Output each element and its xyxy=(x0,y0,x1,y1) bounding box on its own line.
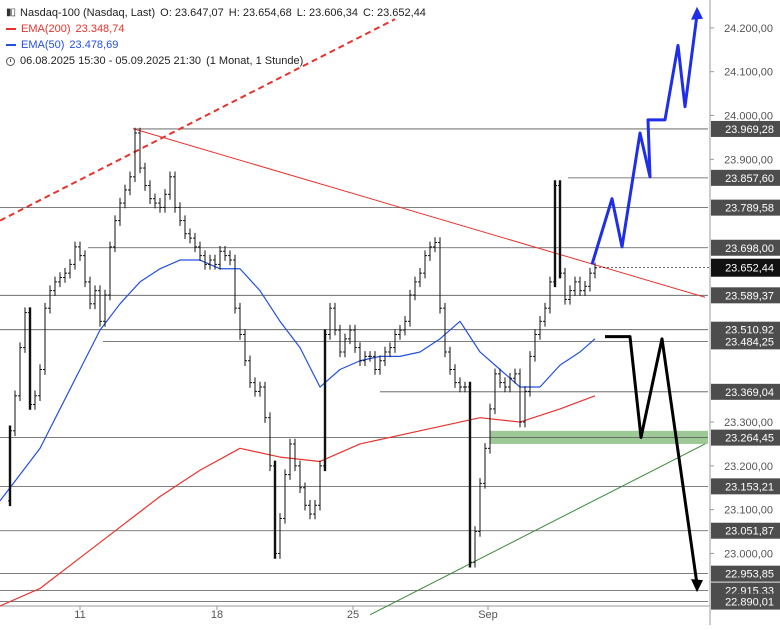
high-value: H: 23.654,68 xyxy=(228,7,292,19)
level-label: 23.789,58 xyxy=(725,203,774,215)
level-label: 23.484,25 xyxy=(725,336,774,348)
ema200-label: EMA(200) xyxy=(21,23,71,35)
level-label-box xyxy=(711,478,780,495)
level-label-box xyxy=(711,333,780,350)
ema50-label: EMA(50) xyxy=(21,39,65,51)
y-tick-label: 23.300,00 xyxy=(724,417,773,429)
ema50-line xyxy=(0,259,596,502)
ema50-swatch xyxy=(6,44,16,46)
level-label-box xyxy=(711,120,780,137)
y-tick-label: 24.100,00 xyxy=(724,67,773,79)
bullish-projection-path xyxy=(590,14,699,265)
chart-legend: ▮▯ Nasdaq-100 (Nasdaq, Last) O: 23.647,0… xyxy=(6,5,426,69)
price-bars xyxy=(8,127,597,568)
x-tick-label: 25 xyxy=(347,609,359,621)
y-tick-label: 23.000,00 xyxy=(724,548,773,560)
level-label: 23.369,04 xyxy=(725,387,774,399)
ema200-value: 23.348,74 xyxy=(75,23,125,35)
ema200-line xyxy=(0,395,596,607)
level-label: 22.890,01 xyxy=(725,597,774,609)
level-label: 23.698,00 xyxy=(725,243,774,255)
current-price-box xyxy=(711,258,780,277)
level-label-box xyxy=(711,429,780,446)
bearish-arrow-head xyxy=(691,579,703,593)
y-tick-label: 23.900,00 xyxy=(724,154,773,166)
x-tick-label: 18 xyxy=(211,609,223,621)
level-label: 23.589,37 xyxy=(725,290,774,302)
bearish-projection-path xyxy=(605,335,699,585)
ema50-value: 23.478,69 xyxy=(69,39,119,51)
range-row: 06.08.2025 15:30 - 05.09.2025 21:30 (1 M… xyxy=(6,53,426,69)
level-label-box xyxy=(711,522,780,539)
level-label-box xyxy=(711,287,780,304)
dashed-trend-line xyxy=(0,18,396,222)
level-label: 23.969,28 xyxy=(725,124,774,136)
level-label-box xyxy=(711,199,780,216)
level-label: 23.153,21 xyxy=(725,481,774,493)
level-label: 22.953,85 xyxy=(725,569,774,581)
x-tick-label: 11 xyxy=(74,609,85,621)
level-label-box xyxy=(711,383,780,400)
level-label-box xyxy=(711,239,780,256)
y-tick-label: 24.000,00 xyxy=(724,110,773,122)
candles-icon: ▮▯ xyxy=(6,7,16,18)
ohlc-row: ▮▯ Nasdaq-100 (Nasdaq, Last) O: 23.647,0… xyxy=(6,5,426,21)
y-tick-label: 23.200,00 xyxy=(724,461,773,473)
level-label: 23.264,45 xyxy=(725,433,774,445)
ema50-legend: EMA(50) 23.478,69 xyxy=(6,37,426,53)
close-value: C: 23.652,44 xyxy=(362,7,426,19)
clock-icon xyxy=(6,56,15,66)
open-value: O: 23.647,07 xyxy=(160,7,224,19)
current-price-label: 23.652,44 xyxy=(725,263,774,275)
level-label-box xyxy=(711,169,780,186)
level-label: 23.857,60 xyxy=(725,173,774,185)
low-value: L: 23.606,34 xyxy=(296,7,358,19)
level-label-box xyxy=(711,565,780,582)
y-tick-label: 24.200,00 xyxy=(724,23,773,35)
resolution: (1 Monat, 1 Stunde) xyxy=(206,55,304,67)
y-tick-label: 23.100,00 xyxy=(724,505,773,517)
ema200-swatch xyxy=(6,28,16,30)
uptrend-support-line xyxy=(369,443,706,616)
price-axis-panel xyxy=(710,0,780,625)
date-range: 06.08.2025 15:30 - 05.09.2025 21:30 xyxy=(20,55,202,67)
level-label: 23.051,87 xyxy=(725,526,774,538)
level-label-box xyxy=(711,593,780,610)
downtrend-line xyxy=(132,128,706,298)
bullish-arrow-head xyxy=(691,6,703,20)
instrument-name: Nasdaq-100 (Nasdaq, Last) xyxy=(20,7,156,19)
x-tick-label: Sep xyxy=(478,609,498,621)
ema200-legend: EMA(200) 23.348,74 xyxy=(6,21,426,37)
